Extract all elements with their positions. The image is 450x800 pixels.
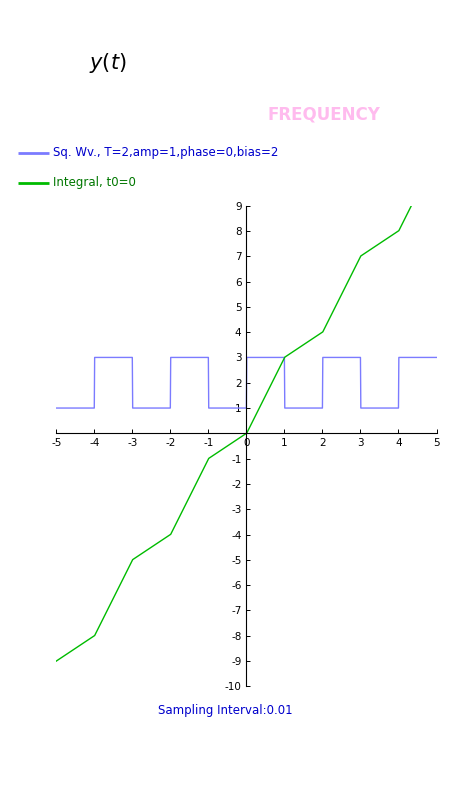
Text: 04:49: 04:49: [392, 10, 432, 23]
Text: Sq. Wv., T=2,amp=1,phase=0,bias=2: Sq. Wv., T=2,amp=1,phase=0,bias=2: [53, 146, 279, 159]
Text: ▷: ▷: [127, 758, 143, 777]
Text: $y(t)$: $y(t)$: [89, 51, 127, 75]
Text: □: □: [306, 758, 324, 777]
Text: ○: ○: [216, 758, 234, 777]
Text: Sampling Interval:0.01: Sampling Interval:0.01: [158, 704, 292, 717]
Text: FREQUENCY: FREQUENCY: [268, 106, 380, 124]
Text: Integral, t0=0: Integral, t0=0: [53, 176, 136, 189]
Bar: [0, 133, 207, 138]
Text: T: T: [98, 106, 109, 124]
